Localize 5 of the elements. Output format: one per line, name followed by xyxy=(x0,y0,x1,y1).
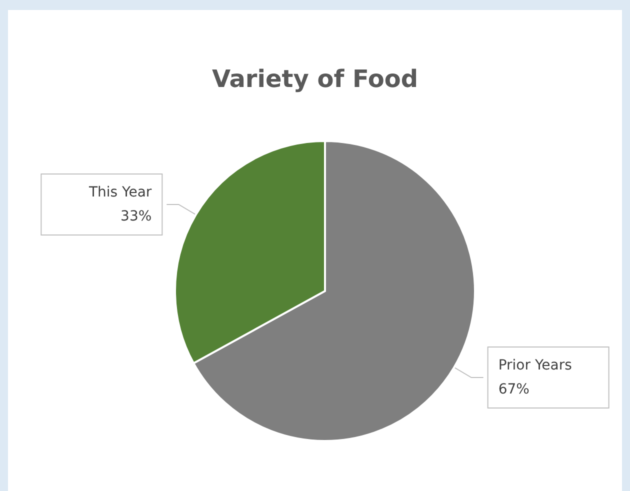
slice-label: Prior Years xyxy=(498,358,572,374)
data-label: 67% xyxy=(498,382,530,398)
slice-label: This Year xyxy=(88,184,152,200)
chart-title: Variety of Food xyxy=(212,65,418,93)
data-label: 33% xyxy=(120,208,152,224)
